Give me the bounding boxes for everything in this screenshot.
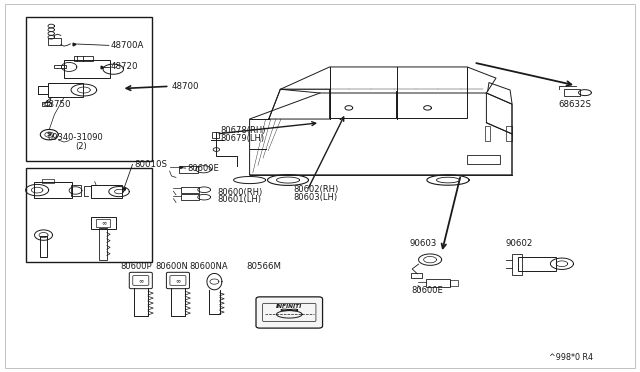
Bar	[518, 257, 556, 271]
Bar	[411, 273, 422, 278]
Text: 90602: 90602	[506, 239, 533, 248]
Text: 80603(LH): 80603(LH)	[293, 193, 337, 202]
Text: 80566M: 80566M	[246, 262, 282, 271]
Bar	[54, 65, 66, 68]
Bar	[99, 228, 107, 260]
Bar	[64, 60, 110, 78]
Bar	[40, 236, 47, 257]
Text: 48700A: 48700A	[111, 41, 144, 50]
Text: 68632S: 68632S	[558, 100, 591, 109]
Bar	[91, 185, 122, 198]
Text: ∞: ∞	[138, 278, 143, 283]
Bar	[485, 126, 490, 141]
Bar	[42, 179, 54, 183]
Bar	[26, 168, 152, 262]
Text: 80600P: 80600P	[120, 262, 152, 271]
Text: 80601(LH): 80601(LH)	[218, 195, 262, 204]
Bar	[42, 102, 51, 106]
Text: 48700: 48700	[172, 82, 199, 91]
Bar	[26, 17, 152, 161]
Bar	[212, 132, 219, 138]
Text: 80600NA: 80600NA	[189, 262, 228, 271]
Text: 48720: 48720	[111, 62, 138, 71]
Text: INFINITI: INFINITI	[276, 304, 303, 309]
Text: 80679(LH): 80679(LH)	[221, 134, 265, 143]
FancyBboxPatch shape	[256, 297, 323, 328]
Bar	[91, 217, 116, 229]
Bar	[48, 38, 61, 45]
Bar	[181, 187, 199, 193]
Bar	[564, 89, 580, 96]
Text: ∞: ∞	[175, 278, 180, 283]
Text: 80600N: 80600N	[156, 262, 188, 271]
Bar	[512, 254, 522, 275]
Text: ^998*0 R4: ^998*0 R4	[549, 353, 593, 362]
Bar	[48, 83, 83, 97]
Bar	[96, 219, 110, 227]
Bar	[74, 56, 93, 61]
Text: 09340-31090: 09340-31090	[48, 133, 104, 142]
Text: 90603: 90603	[410, 239, 437, 248]
Text: 80010S: 80010S	[134, 160, 168, 169]
Text: 48750: 48750	[44, 100, 71, 109]
Bar	[71, 185, 81, 196]
Text: 80600(RH): 80600(RH)	[218, 188, 263, 197]
Bar	[506, 126, 512, 141]
Bar	[181, 194, 199, 200]
Bar	[467, 155, 500, 164]
Text: 80678(RH): 80678(RH)	[221, 126, 266, 135]
Text: (2): (2)	[76, 142, 87, 151]
Text: S: S	[47, 132, 52, 137]
Bar	[34, 182, 72, 198]
Bar	[450, 280, 458, 286]
Text: ∞: ∞	[101, 220, 106, 225]
Bar	[426, 279, 450, 287]
Bar	[179, 166, 198, 173]
Text: 80602(RH): 80602(RH)	[293, 185, 339, 194]
Text: 80600E: 80600E	[188, 164, 220, 173]
Text: 80600E: 80600E	[411, 286, 443, 295]
